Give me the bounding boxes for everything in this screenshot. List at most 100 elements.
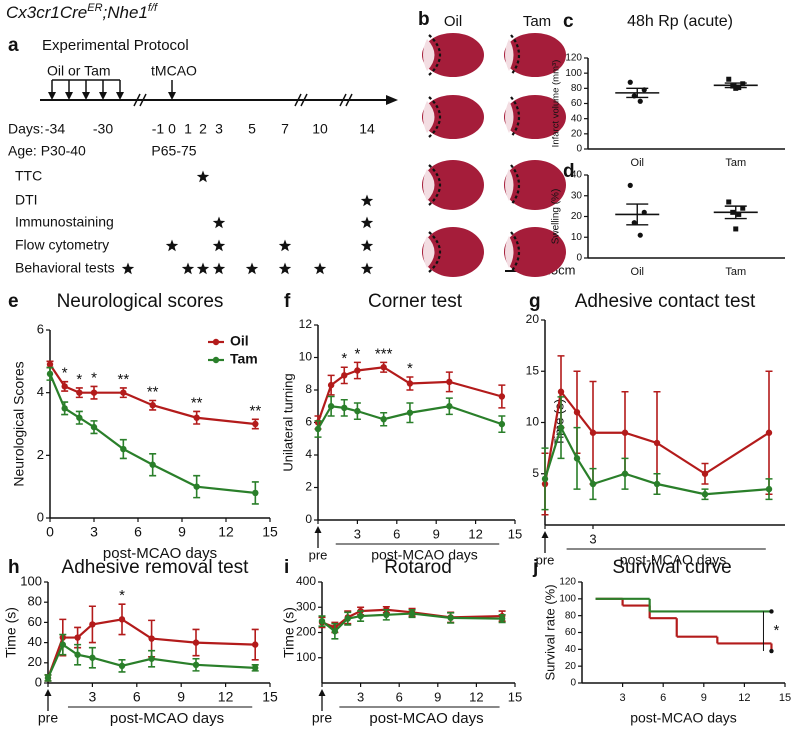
x-tick-label: 3 xyxy=(90,524,98,540)
data-point xyxy=(726,76,732,82)
series-line xyxy=(543,389,770,485)
x-tick-label: 12 xyxy=(469,689,483,704)
lesion-area xyxy=(505,39,514,71)
column-label: Oil xyxy=(444,13,462,30)
data-point xyxy=(344,615,351,622)
y-tick-label: 12 xyxy=(299,317,313,331)
significance-mark: * xyxy=(773,622,779,639)
timepoint-star xyxy=(278,262,292,275)
timepoint-star xyxy=(313,262,327,275)
data-point xyxy=(408,610,416,617)
timepoint-star xyxy=(360,194,374,207)
surgery-arrowhead xyxy=(168,92,176,100)
data-point xyxy=(383,611,390,619)
y-axis-label: Neurological Scores xyxy=(11,361,27,486)
chart-title: Adhesive removal test xyxy=(62,557,250,578)
figure-title: Cx3cr1CreER;Nhe1f/f xyxy=(6,2,158,23)
data-point xyxy=(44,674,52,682)
panel-letter: d xyxy=(563,161,575,182)
y-tick-label: 40 xyxy=(28,634,42,649)
day-label: 7 xyxy=(281,121,289,137)
timepoint-star xyxy=(121,262,135,275)
category-label: Oil xyxy=(631,157,644,169)
panel-letter: f xyxy=(284,291,291,312)
panel-letter: c xyxy=(563,11,574,32)
surgery-label: tMCAO xyxy=(151,63,197,79)
significance-mark: * xyxy=(119,587,125,604)
x-axis-label: post-MCAO days xyxy=(103,545,217,562)
timepoint-star xyxy=(212,239,226,252)
data-point xyxy=(653,439,661,447)
y-tick-label: 200 xyxy=(296,625,316,639)
data-point xyxy=(736,211,742,217)
x-axis-label: post-MCAO days xyxy=(369,710,483,727)
data-point xyxy=(637,98,643,104)
age-surgery: P65-75 xyxy=(151,143,196,159)
chart-title: Neurological scores xyxy=(57,291,224,312)
y-tick-label: 8 xyxy=(305,382,312,396)
data-point xyxy=(733,226,739,232)
x-tick-label: 6 xyxy=(134,524,142,540)
chart-title: Corner test xyxy=(368,291,463,312)
data-point xyxy=(447,614,454,622)
significance-mark: * xyxy=(341,350,347,367)
day-label: 1 xyxy=(184,121,192,137)
data-point xyxy=(90,423,98,431)
significance-mark: * xyxy=(407,360,413,377)
y-tick-label: 15 xyxy=(526,363,540,377)
timepoint-star xyxy=(245,262,259,275)
timepoint-star xyxy=(165,239,179,252)
timepoint-star xyxy=(278,239,292,252)
data-point xyxy=(46,361,54,368)
x-axis-label: post-MCAO days xyxy=(371,547,478,563)
x-tick-label: 12 xyxy=(218,689,234,705)
lesion-outline xyxy=(510,164,521,206)
data-point xyxy=(637,232,643,238)
x-tick-label: 9 xyxy=(434,689,441,704)
y-tick-label: 60 xyxy=(28,614,42,629)
injection-arrowhead xyxy=(82,92,90,100)
data-point xyxy=(252,420,259,428)
data-point xyxy=(76,389,83,396)
y-tick-label: 20 xyxy=(571,211,583,222)
data-point xyxy=(61,405,68,412)
method-label: Flow cytometry xyxy=(15,237,109,253)
category-label: Tam xyxy=(725,157,746,169)
y-axis-label: Unilateral turning xyxy=(280,373,295,471)
legend-label: Tam xyxy=(230,351,258,367)
data-point xyxy=(46,370,54,378)
data-point xyxy=(631,220,637,226)
lesion-outline xyxy=(510,231,521,273)
lesion-outline xyxy=(428,164,442,206)
brain-slice xyxy=(422,160,484,210)
x-tick-label: 6 xyxy=(133,689,141,705)
day-label: 14 xyxy=(359,121,375,137)
y-tick-label: 80 xyxy=(571,83,583,94)
data-point xyxy=(314,425,322,433)
lesion-area xyxy=(505,101,514,133)
y-tick-label: 0 xyxy=(305,512,312,526)
lesion-outline xyxy=(428,231,442,273)
pre-arrowhead xyxy=(44,689,52,696)
y-tick-label: 60 xyxy=(571,98,583,109)
x-tick-label: 3 xyxy=(89,689,97,705)
category-label: Oil xyxy=(631,266,644,278)
title-part: Cx3cr1Cre xyxy=(6,3,87,22)
injection-arrowhead xyxy=(48,92,56,100)
data-point xyxy=(621,429,629,436)
timeline-break xyxy=(345,93,353,107)
timepoint-star xyxy=(196,262,210,275)
y-tick-label: 10 xyxy=(571,232,583,243)
data-point xyxy=(118,662,126,670)
timepoint-star xyxy=(196,170,210,183)
data-point xyxy=(765,429,773,436)
y-axis-label: Survival rate (%) xyxy=(542,584,557,680)
days-label: Days: xyxy=(8,121,44,137)
data-point xyxy=(726,199,732,205)
day-label: 10 xyxy=(312,121,328,137)
y-tick-label: 100 xyxy=(296,650,316,664)
y-tick-label: 6 xyxy=(37,321,44,336)
significance-mark: ** xyxy=(191,394,203,411)
y-tick-label: 120 xyxy=(565,53,582,64)
